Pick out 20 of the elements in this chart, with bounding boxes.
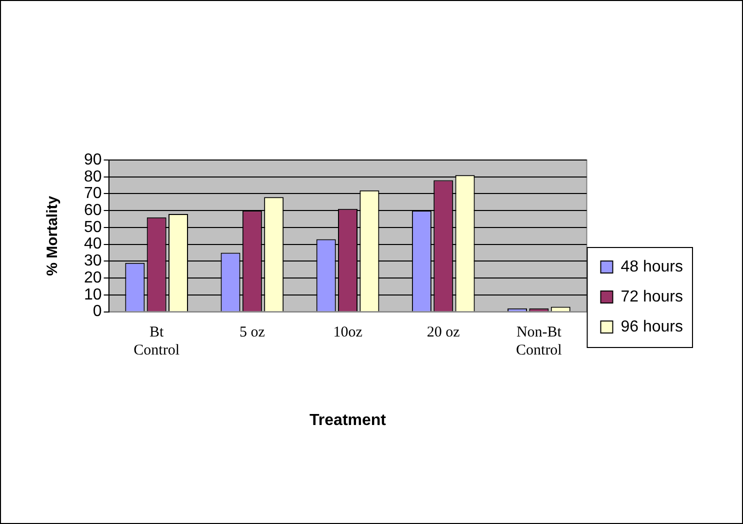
x-tick-label: Non-Bt Control bbox=[516, 324, 562, 359]
y-tick-label: 20 bbox=[84, 269, 102, 286]
y-tick-label: 10 bbox=[84, 286, 102, 304]
legend-label: 96 hours bbox=[620, 318, 683, 336]
y-tick-label: 0 bbox=[92, 303, 102, 320]
y-tick-label: 60 bbox=[84, 202, 102, 220]
y-tick-label: 50 bbox=[84, 218, 102, 236]
y-axis-title: % Mortality bbox=[44, 195, 62, 276]
y-tick-label: 40 bbox=[84, 236, 102, 253]
x-axis-title: Treatment bbox=[310, 412, 387, 429]
y-tick-label: 90 bbox=[84, 151, 102, 168]
x-tick-label: 10oz bbox=[333, 324, 363, 341]
x-tick-label: 20 oz bbox=[426, 324, 460, 341]
x-tick-label: Bt Control bbox=[134, 324, 180, 359]
legend-label: 72 hours bbox=[620, 288, 683, 306]
y-tick-label: 70 bbox=[84, 185, 102, 202]
y-tick-label: 80 bbox=[84, 168, 102, 186]
y-tick-label: 30 bbox=[84, 252, 102, 270]
x-tick-label: 5 oz bbox=[239, 324, 266, 341]
legend-label: 48 hours bbox=[620, 258, 683, 276]
